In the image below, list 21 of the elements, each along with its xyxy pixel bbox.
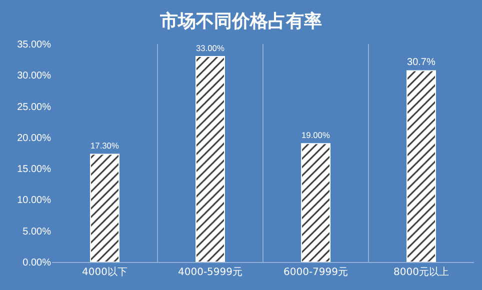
- x-tick-label: 6000-7999元: [283, 267, 348, 278]
- data-label: 17.30%: [90, 140, 120, 151]
- data-label: 33.00%: [196, 42, 225, 53]
- chart-title: 市场不同价格占有率: [159, 11, 322, 32]
- y-tick-label: 5.00%: [22, 226, 52, 238]
- data-label: 19.00%: [302, 130, 330, 140]
- x-tick-label: 8000元以上: [394, 266, 449, 278]
- x-tick-label: 4000-5999元: [178, 267, 243, 278]
- y-tick-label: 25.00%: [17, 102, 52, 113]
- bar: [406, 70, 436, 262]
- y-tick-label: 10.00%: [17, 195, 52, 206]
- y-tick-label: 30.00%: [17, 70, 52, 82]
- y-tick-label: 35.00%: [17, 40, 52, 50]
- data-label: 30.7%: [407, 56, 436, 68]
- y-tick-label: 20.00%: [17, 132, 52, 144]
- bar: [196, 56, 225, 262]
- x-tick-label: 4000以下: [82, 266, 128, 278]
- bar: [90, 154, 120, 262]
- y-tick-label: 0.00%: [22, 258, 52, 268]
- y-tick-label: 15.00%: [17, 164, 52, 176]
- bar: [301, 143, 330, 262]
